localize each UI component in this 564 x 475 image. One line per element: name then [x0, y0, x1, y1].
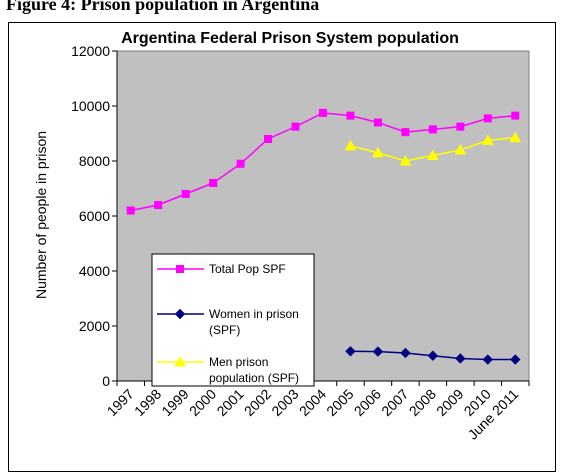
data-point-men-prison-population-spf	[454, 143, 467, 155]
data-point-women-in-prison-spf	[510, 354, 521, 365]
x-tick-label: 1997	[104, 386, 137, 419]
x-tick-label: 2002	[241, 386, 274, 419]
y-tick-label: 0	[102, 373, 110, 389]
data-point-total-pop-spf	[236, 159, 245, 168]
x-tick-label: 2004	[296, 386, 329, 419]
data-point-men-prison-population-spf	[399, 154, 412, 166]
data-point-men-prison-population-spf	[427, 149, 439, 160]
x-tick-label: 2003	[268, 386, 301, 419]
data-point-total-pop-spf	[373, 118, 382, 127]
legend-label: Total Pop SPF	[209, 262, 286, 276]
x-tick-label: 2006	[351, 386, 384, 419]
data-point-total-pop-spf	[154, 201, 163, 209]
data-point-total-pop-spf	[126, 206, 135, 215]
legend: Total Pop SPF Women in prison (SPF) Men pri…	[151, 253, 315, 387]
x-tick-label: 2007	[378, 386, 411, 419]
data-point-total-pop-spf	[456, 122, 465, 131]
data-point-men-prison-population-spf	[481, 134, 494, 145]
legend-marker-women-in-prison-spf	[174, 308, 186, 320]
y-tick-label: 8000	[79, 153, 110, 169]
data-point-total-pop-spf	[264, 135, 273, 143]
data-point-total-pop-spf	[181, 190, 190, 198]
legend-label: (SPF)	[209, 323, 240, 337]
data-point-total-pop-spf	[511, 111, 520, 120]
legend-marker-total-pop-spf	[176, 265, 184, 273]
data-point-women-in-prison-spf	[427, 350, 439, 361]
data-point-total-pop-spf	[428, 125, 437, 134]
x-tick-label: 2008	[406, 386, 439, 419]
figure-caption-text: Figure 4: Prison population in Argentina	[6, 0, 320, 14]
data-point-women-in-prison-spf	[372, 346, 384, 357]
data-point-total-pop-spf	[291, 122, 300, 131]
data-point-total-pop-spf	[346, 111, 355, 120]
x-tick-label: 2005	[323, 386, 356, 419]
x-tick-label: 2001	[213, 386, 246, 419]
data-point-men-prison-population-spf	[372, 146, 384, 158]
x-tick-label: 1999	[158, 386, 191, 419]
chart-title: Argentina Federal Prison System populati…	[121, 30, 459, 47]
x-tick-label: 2009	[433, 386, 466, 419]
legend-marker-men-prison-population-spf	[174, 355, 186, 367]
y-axis-label: Number of people in prison	[33, 131, 49, 299]
y-tick-label: 6000	[79, 208, 110, 224]
data-point-total-pop-spf	[209, 179, 218, 187]
legend-label: population (SPF)	[209, 371, 299, 385]
data-point-women-in-prison-spf	[400, 347, 411, 359]
y-tick-label: 12000	[71, 43, 110, 59]
x-tick-label: 2000	[186, 386, 219, 419]
x-tick-label: 1998	[131, 386, 164, 419]
data-point-women-in-prison-spf	[345, 346, 356, 357]
legend-label: Men prison	[209, 355, 268, 369]
data-point-men-prison-population-spf	[509, 131, 522, 143]
y-tick-label: 10000	[71, 98, 110, 114]
y-tick-label: 4000	[79, 263, 110, 279]
figure-caption: Figure 4: Prison population in Argentina	[0, 0, 564, 28]
legend-label: Women in prison	[209, 307, 299, 321]
y-tick-label: 2000	[79, 318, 110, 334]
data-point-total-pop-spf	[401, 128, 410, 137]
data-point-women-in-prison-spf	[482, 354, 494, 365]
data-point-total-pop-spf	[319, 108, 327, 117]
data-point-women-in-prison-spf	[455, 353, 466, 364]
data-point-total-pop-spf	[483, 114, 492, 123]
data-point-men-prison-population-spf	[344, 139, 357, 151]
